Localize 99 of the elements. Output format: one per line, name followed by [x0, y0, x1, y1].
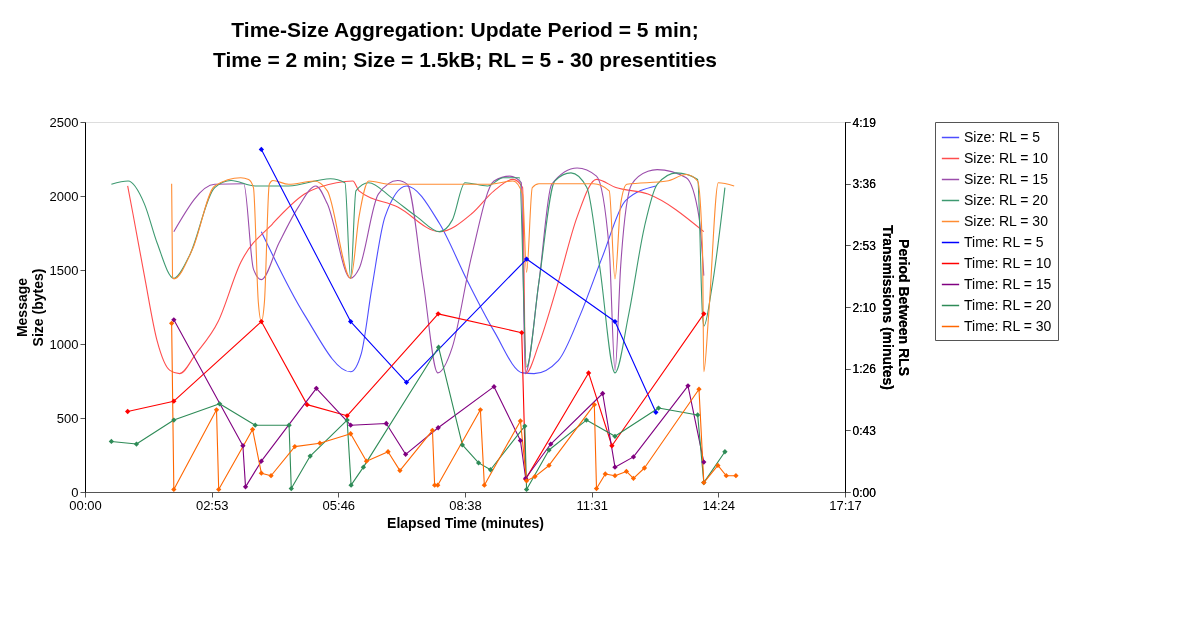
x-axis-title: Elapsed Time (minutes) — [387, 514, 544, 531]
point — [630, 454, 637, 460]
point — [252, 422, 258, 428]
x-tick-label: 14:24 — [702, 497, 736, 513]
legend-label: Time: RL = 20 — [964, 296, 1052, 313]
x-tick-label: 11:31 — [576, 497, 608, 513]
point — [523, 486, 530, 493]
text: Time-Size Aggregation: Update Period = 5 min; — [231, 18, 699, 41]
point — [481, 482, 487, 488]
legend-label: Size: RL = 15 — [964, 170, 1049, 187]
point — [403, 379, 410, 386]
point — [258, 458, 265, 464]
point — [348, 431, 354, 437]
y-tick-label: 2500 — [49, 114, 79, 130]
point — [348, 422, 354, 428]
point — [523, 256, 530, 262]
y-tick-label: 1500 — [49, 262, 79, 278]
point — [532, 473, 538, 480]
point — [593, 485, 600, 492]
y2-tick-label: 3:36 — [852, 177, 877, 192]
point — [519, 330, 525, 336]
point — [258, 470, 265, 476]
y2-tick-label: 2:53 — [852, 238, 877, 253]
point — [591, 401, 597, 408]
point — [435, 425, 441, 431]
y-tick-label: 1000 — [49, 336, 79, 352]
point — [487, 467, 494, 473]
y2-axis-title: Period Between RLS Transmissions (minutes) — [879, 225, 912, 390]
point — [213, 407, 220, 413]
point — [723, 473, 729, 479]
point — [583, 417, 590, 423]
point — [429, 427, 436, 433]
point — [630, 475, 637, 481]
point — [216, 401, 223, 407]
point — [435, 344, 442, 350]
point — [171, 398, 177, 404]
x-tick-label: 02:53 — [195, 497, 229, 513]
text: Time = 2 min; Size = 1.5kB; RL = 5 - 30 presentities — [212, 48, 718, 71]
point — [360, 464, 367, 470]
point — [108, 438, 115, 445]
point — [585, 370, 592, 376]
point — [288, 485, 294, 492]
point — [475, 460, 482, 466]
legend-label: Size: RL = 10 — [964, 149, 1049, 166]
point — [133, 441, 140, 447]
legend-label: Size: RL = 20 — [964, 191, 1049, 208]
point — [623, 468, 630, 475]
point — [609, 443, 615, 449]
point — [242, 484, 249, 490]
x-tick-label: 08:38 — [449, 497, 482, 513]
x-tick-label: 00:00 — [69, 497, 102, 513]
legend-label: Time: RL = 5 — [964, 233, 1044, 250]
point — [397, 467, 403, 474]
point — [477, 407, 484, 413]
point — [715, 462, 721, 469]
point — [383, 420, 389, 427]
point — [304, 401, 310, 408]
legend-label: Time: RL = 30 — [964, 317, 1052, 334]
point — [695, 412, 701, 418]
y2-tick-label: 0:43 — [852, 423, 877, 438]
point — [517, 437, 524, 444]
legend-label: Size: RL = 30 — [964, 212, 1049, 229]
point — [125, 408, 131, 415]
point — [292, 443, 298, 450]
point — [171, 486, 177, 493]
point — [313, 385, 319, 392]
point — [655, 405, 662, 411]
point — [517, 418, 524, 424]
point — [344, 413, 350, 419]
y-tick-label: 2000 — [49, 188, 79, 204]
y-tick-label: 500 — [56, 410, 79, 426]
legend-label: Time: RL = 10 — [964, 254, 1052, 271]
point — [641, 465, 648, 471]
y2-tick-label: 4:19 — [852, 115, 877, 130]
y2-tick-label: 0:00 — [852, 485, 877, 500]
point — [612, 318, 618, 325]
point — [491, 384, 497, 390]
point — [240, 443, 246, 449]
y2-tick-label: 2:10 — [852, 300, 877, 315]
line-series — [260, 185, 657, 375]
point — [600, 390, 606, 397]
point — [733, 473, 739, 479]
x-tick-label: 17:17 — [829, 497, 862, 513]
point — [249, 426, 256, 433]
point — [546, 462, 552, 469]
point — [216, 486, 222, 493]
y-axis-title: Message Size (bytes) — [13, 268, 46, 347]
point — [459, 442, 466, 448]
y2-tick-label: 1:26 — [852, 362, 877, 377]
point — [348, 318, 354, 325]
point — [363, 458, 370, 464]
point — [258, 146, 265, 153]
point — [402, 451, 409, 457]
y-tick-label: 0 — [71, 484, 79, 500]
x-tick-label: 05:46 — [322, 497, 356, 513]
legend-label: Time: RL = 15 — [964, 275, 1052, 292]
legend-label: Size: RL = 5 — [964, 128, 1041, 145]
point — [653, 409, 659, 415]
point — [258, 318, 265, 325]
